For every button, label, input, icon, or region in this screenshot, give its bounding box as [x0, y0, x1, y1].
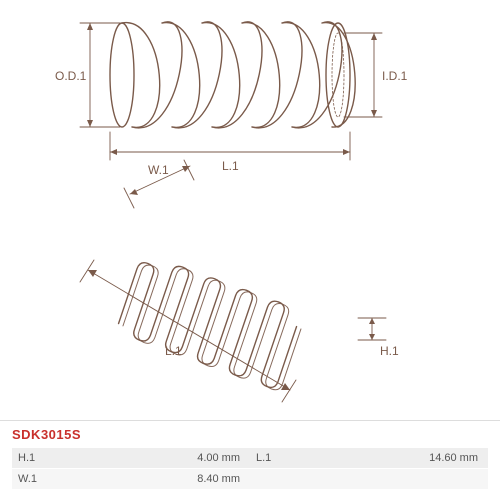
top-spring: O.D.1 I.D.1 L.1 [55, 22, 408, 173]
label-id: I.D.1 [382, 69, 408, 83]
spec-value: 8.40 mm [52, 469, 250, 490]
spec-value: 4.00 mm [52, 448, 250, 469]
spec-label: W.1 [12, 469, 52, 490]
spec-label: L.1 [250, 448, 290, 469]
label-h1: H.1 [380, 344, 399, 358]
label-w1: W.1 [148, 163, 169, 177]
label-od: O.D.1 [55, 69, 87, 83]
part-number: SDK3015S [12, 427, 488, 442]
spec-value: 14.60 mm [290, 448, 488, 469]
spec-label [250, 469, 290, 490]
spec-footer: SDK3015S H.1 4.00 mm L.1 14.60 mm W.1 8.… [0, 420, 500, 500]
spec-value [290, 469, 488, 490]
spec-table: H.1 4.00 mm L.1 14.60 mm W.1 8.40 mm [12, 448, 488, 490]
spec-label: H.1 [12, 448, 52, 469]
label-l1-top: L.1 [222, 159, 239, 173]
spring-diagram-svg: O.D.1 I.D.1 L.1 [0, 0, 500, 420]
label-l1-bottom: L.1 [165, 344, 182, 358]
bottom-spring: W.1 L.1 H.1 [80, 160, 399, 420]
technical-diagram: O.D.1 I.D.1 L.1 [0, 0, 500, 420]
